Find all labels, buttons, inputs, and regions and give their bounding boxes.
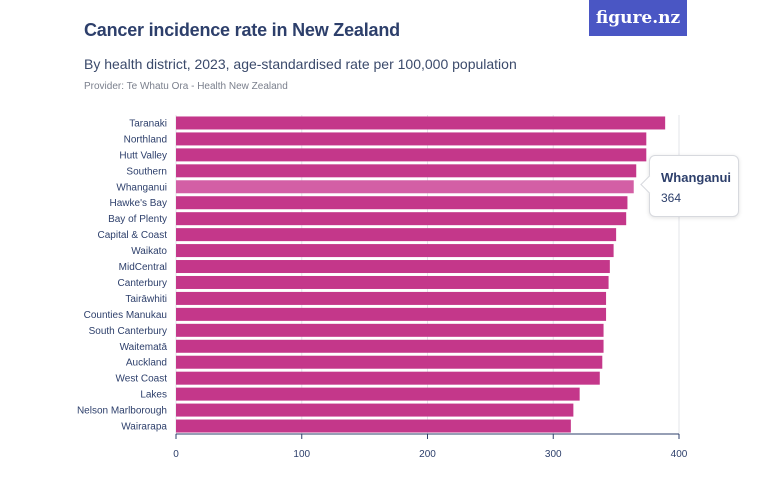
bar[interactable] xyxy=(176,180,634,194)
bar[interactable] xyxy=(176,403,574,417)
y-category-label: Waitematā xyxy=(120,342,168,353)
bar[interactable] xyxy=(176,419,571,433)
bar[interactable] xyxy=(176,371,600,385)
chart-title: Cancer incidence rate in New Zealand xyxy=(84,20,400,40)
y-category-label: Canterbury xyxy=(118,278,167,289)
y-category-label: West Coast xyxy=(116,374,168,385)
data-provider: Provider: Te Whatu Ora - Health New Zeal… xyxy=(84,81,288,92)
y-category-label: Tairāwhiti xyxy=(125,294,167,305)
bar[interactable] xyxy=(176,132,647,146)
bar[interactable] xyxy=(176,275,609,289)
y-category-label: Hutt Valley xyxy=(119,150,167,161)
bar[interactable] xyxy=(176,260,610,274)
tooltip: Whanganui 364 xyxy=(649,155,739,217)
x-tick-label: 400 xyxy=(671,449,688,460)
y-category-label: Capital & Coast xyxy=(98,230,168,241)
x-tick-label: 200 xyxy=(419,449,436,460)
tooltip-value: 364 xyxy=(661,191,682,205)
y-category-label: Whanganui xyxy=(116,182,167,193)
y-category-label: Hawke's Bay xyxy=(110,198,168,209)
x-tick-label: 100 xyxy=(293,449,310,460)
bar[interactable] xyxy=(176,323,604,337)
bar[interactable] xyxy=(176,196,628,210)
x-tick-label: 0 xyxy=(173,449,179,460)
y-category-label: Waikato xyxy=(131,246,167,257)
bar[interactable] xyxy=(176,148,647,162)
y-category-label: MidCentral xyxy=(119,262,167,273)
chart-subtitle: By health district, 2023, age-standardis… xyxy=(84,56,517,72)
y-category-label: Bay of Plenty xyxy=(108,214,167,225)
bar[interactable] xyxy=(176,116,666,130)
y-category-label: Wairarapa xyxy=(121,422,167,433)
y-category-label: Northland xyxy=(124,134,167,145)
y-category-label: Southern xyxy=(126,166,167,177)
figure-nz-logo[interactable]: figure.nz xyxy=(589,0,687,36)
bar[interactable] xyxy=(176,164,637,178)
y-category-label: Taranaki xyxy=(129,118,167,129)
bar[interactable] xyxy=(176,307,607,321)
tooltip-category: Whanganui xyxy=(661,170,732,185)
y-category-label: Nelson Marlborough xyxy=(77,406,167,417)
x-tick-label: 300 xyxy=(545,449,562,460)
y-category-label: South Canterbury xyxy=(89,326,167,337)
bar[interactable] xyxy=(176,291,607,305)
y-category-label: Counties Manukau xyxy=(84,310,167,321)
y-category-label: Lakes xyxy=(140,390,167,401)
bar[interactable] xyxy=(176,228,617,242)
bar[interactable] xyxy=(176,339,604,353)
bar[interactable] xyxy=(176,355,603,369)
y-category-label: Auckland xyxy=(126,358,167,369)
bar[interactable] xyxy=(176,212,627,226)
bar[interactable] xyxy=(176,244,614,258)
bar[interactable] xyxy=(176,387,580,401)
